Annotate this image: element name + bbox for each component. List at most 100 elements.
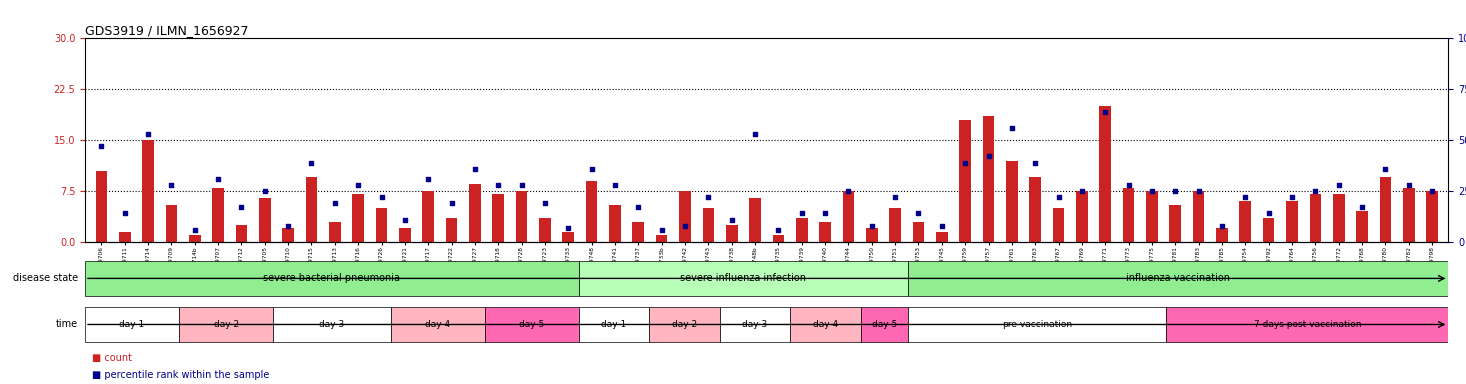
Text: day 5: day 5 <box>872 320 897 329</box>
Bar <box>1123 188 1135 242</box>
Point <box>1233 194 1256 200</box>
Text: day 4: day 4 <box>425 320 450 329</box>
Point <box>487 182 510 188</box>
Bar <box>907 307 1167 342</box>
Bar <box>142 140 154 242</box>
Text: day 3: day 3 <box>742 320 768 329</box>
Bar <box>610 205 620 242</box>
Bar <box>702 208 714 242</box>
Text: day 4: day 4 <box>814 320 839 329</box>
Point <box>136 131 160 137</box>
Text: pre-vaccination: pre-vaccination <box>1001 320 1072 329</box>
Bar <box>907 261 1448 296</box>
Point <box>581 166 604 172</box>
Point <box>113 210 136 217</box>
Point <box>230 204 254 210</box>
Bar <box>493 194 504 242</box>
Point <box>626 204 649 210</box>
Text: day 2: day 2 <box>671 320 696 329</box>
Bar <box>1356 212 1368 242</box>
Text: time: time <box>56 319 78 329</box>
Text: day 5: day 5 <box>519 320 544 329</box>
Bar <box>1193 191 1205 242</box>
Bar <box>861 307 907 342</box>
Text: influenza vaccination: influenza vaccination <box>1126 273 1230 283</box>
Bar <box>982 116 994 242</box>
Bar <box>485 307 579 342</box>
Point <box>1047 194 1070 200</box>
Bar <box>1239 201 1250 242</box>
Bar <box>352 194 364 242</box>
Point <box>346 182 369 188</box>
Point <box>696 194 720 200</box>
Bar <box>305 177 317 242</box>
Bar <box>655 235 667 242</box>
Point <box>323 200 346 206</box>
Bar <box>819 222 831 242</box>
Point <box>463 166 487 172</box>
Bar <box>1170 205 1182 242</box>
Point <box>1187 188 1211 194</box>
Bar <box>1076 191 1088 242</box>
Point <box>603 182 626 188</box>
Point <box>1327 182 1350 188</box>
Point <box>1000 125 1023 131</box>
Point <box>1211 223 1234 229</box>
Bar <box>85 307 179 342</box>
Point <box>299 159 323 166</box>
Point <box>976 153 1000 159</box>
Bar <box>679 191 690 242</box>
Point <box>1141 188 1164 194</box>
Bar <box>236 225 248 242</box>
Point <box>837 188 861 194</box>
Bar <box>469 184 481 242</box>
Point <box>1256 210 1280 217</box>
Bar <box>1167 307 1448 342</box>
Bar <box>422 191 434 242</box>
Bar <box>446 218 457 242</box>
Text: GDS3919 / ILMN_1656927: GDS3919 / ILMN_1656927 <box>85 24 249 37</box>
Point <box>89 143 113 149</box>
Text: day 3: day 3 <box>320 320 345 329</box>
Point <box>861 223 884 229</box>
Point <box>440 200 463 206</box>
Bar <box>85 261 579 296</box>
Bar <box>119 232 130 242</box>
Bar <box>516 191 528 242</box>
Bar <box>773 235 784 242</box>
Point <box>1421 188 1444 194</box>
Bar <box>259 198 271 242</box>
Point <box>1094 109 1117 115</box>
Point <box>557 225 581 231</box>
Bar <box>579 307 649 342</box>
Bar <box>1217 228 1229 242</box>
Bar <box>649 307 720 342</box>
Point <box>767 227 790 233</box>
Bar <box>1006 161 1017 242</box>
Point <box>929 223 953 229</box>
Bar <box>1309 194 1321 242</box>
Bar <box>1403 188 1415 242</box>
Bar <box>539 218 551 242</box>
Text: severe bacterial pneumonia: severe bacterial pneumonia <box>264 273 400 283</box>
Point <box>884 194 907 200</box>
Bar <box>179 307 273 342</box>
Point <box>953 159 976 166</box>
Point <box>673 223 696 229</box>
Point <box>369 194 393 200</box>
Bar <box>328 222 340 242</box>
Point <box>207 176 230 182</box>
Text: day 1: day 1 <box>119 320 145 329</box>
Point <box>814 210 837 217</box>
Bar <box>273 307 390 342</box>
Point <box>907 210 931 217</box>
Text: day 1: day 1 <box>601 320 626 329</box>
Bar <box>913 222 924 242</box>
Bar <box>1100 106 1111 242</box>
Bar <box>796 218 808 242</box>
Point <box>393 217 416 223</box>
Bar <box>935 232 947 242</box>
Point <box>1023 159 1047 166</box>
Point <box>183 227 207 233</box>
Point <box>1397 182 1421 188</box>
